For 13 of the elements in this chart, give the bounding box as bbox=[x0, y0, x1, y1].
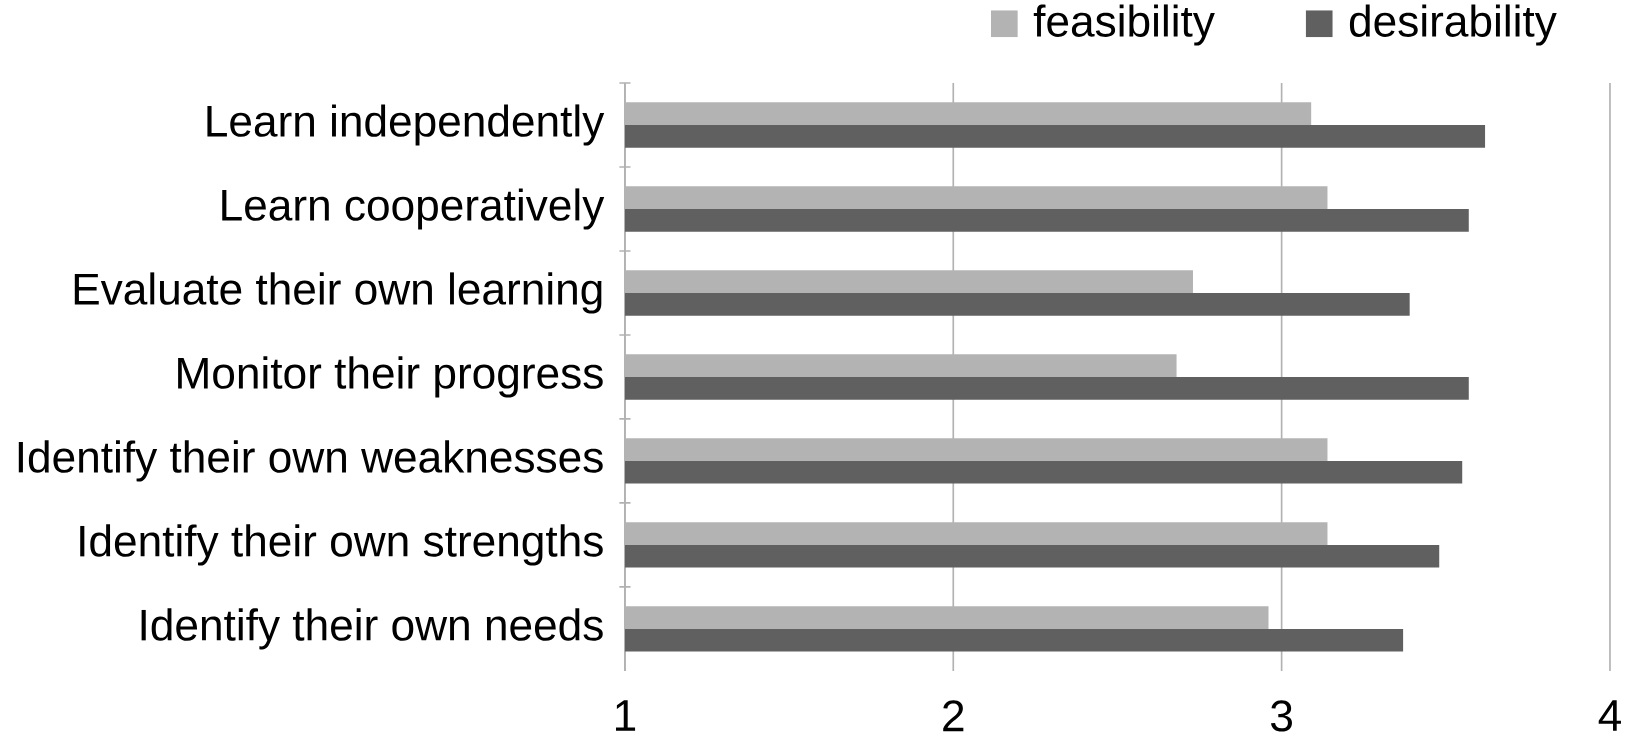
x-tick-label: 4 bbox=[1598, 700, 1621, 731]
y-tick-label: Learn independently bbox=[207, 104, 605, 146]
legend-label: desirability bbox=[1349, 4, 1557, 46]
y-tick-label: Identify their own strengths bbox=[80, 524, 603, 566]
x-tick-label: 3 bbox=[1271, 700, 1292, 732]
x-tick-label: 2 bbox=[943, 700, 964, 731]
y-tick-label: Evaluate their own learning bbox=[74, 272, 602, 314]
y-tick-label: Identify their own weaknesses bbox=[18, 440, 603, 482]
y-tick-label: Learn cooperatively bbox=[222, 188, 605, 230]
legend-label: feasibility bbox=[1033, 4, 1215, 46]
x-tick-label: 1 bbox=[616, 700, 636, 731]
y-tick-label: Monitor their progress bbox=[178, 356, 603, 398]
y-tick-label: Identify their own needs bbox=[141, 608, 603, 650]
